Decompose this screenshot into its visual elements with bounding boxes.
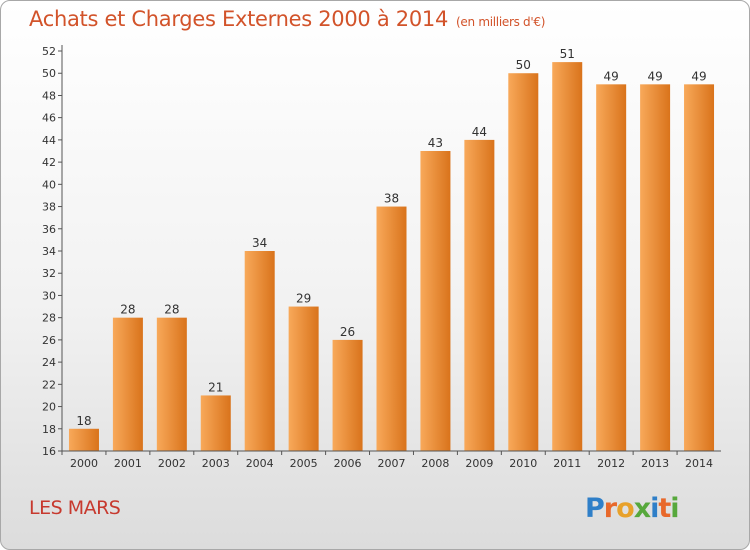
y-tick-label: 30 [42,289,56,302]
y-tick-label: 44 [42,134,56,147]
chart-title-text: Achats et Charges Externes 2000 à 2014 [29,7,449,31]
x-tick-label-2003: 2003 [202,457,230,470]
bar-2007 [376,206,407,451]
bars-layer: 18 28 28 21 34 29 26 38 43 44 50 51 49 49 49 [68,47,715,451]
value-label-2004: 34 [252,236,267,250]
y-tick-label: 38 [42,201,56,214]
x-tick-label-2012: 2012 [597,457,625,470]
y-tick-label: 40 [42,178,56,191]
bar-2002 [156,317,187,451]
y-tick-label: 46 [42,112,56,125]
axis-layer: 16 18 20 22 24 26 28 30 32 34 36 38 40 42 44 46 48 50 52 20… [42,45,721,470]
value-label-2001: 28 [120,303,135,317]
x-tick-label-2008: 2008 [421,457,449,470]
proxiti-logo: Proxiti [585,493,680,524]
y-tick-label: 24 [42,356,56,369]
bar-2000 [68,428,99,451]
y-tick-label: 20 [42,401,56,414]
y-tick-label: 50 [42,67,56,80]
bar-2005 [288,306,319,451]
value-label-2012: 49 [604,69,619,83]
x-tick-label-2005: 2005 [290,457,318,470]
bar-2008 [420,151,451,451]
y-tick-label: 26 [42,334,56,347]
y-tick-label: 18 [42,423,56,436]
x-tick-label-2000: 2000 [70,457,98,470]
commune-name: LES MARS [29,497,121,519]
y-tick-label: 48 [42,89,56,102]
svg-text:Proxiti: Proxiti [585,493,679,524]
value-label-2013: 49 [647,69,662,83]
value-label-2009: 44 [472,125,487,139]
bar-2010 [508,73,539,451]
bar-2013 [640,84,671,451]
y-tick-label: 42 [42,156,56,169]
x-tick-label-2014: 2014 [685,457,713,470]
x-tick-label-2010: 2010 [509,457,537,470]
bar-2004 [244,251,275,451]
value-label-2006: 26 [340,325,355,339]
value-label-2010: 50 [516,58,531,72]
y-tick-label: 28 [42,312,56,325]
x-tick-label-2002: 2002 [158,457,186,470]
value-label-2014: 49 [691,69,706,83]
chart-unit: (en milliers d'€) [456,15,546,29]
bar-2011 [552,62,583,451]
x-tick-label-2004: 2004 [246,457,274,470]
value-label-2007: 38 [384,192,399,206]
x-tick-label-2006: 2006 [334,457,362,470]
bar-2001 [112,317,143,451]
y-tick-label: 16 [42,445,56,458]
x-tick-label-2007: 2007 [378,457,406,470]
value-label-2000: 18 [76,414,91,428]
x-tick-label-2009: 2009 [465,457,493,470]
bar-2003 [200,395,231,451]
value-label-2002: 28 [164,303,179,317]
y-tick-label: 52 [42,45,56,58]
y-tick-label: 36 [42,223,56,236]
y-tick-label: 34 [42,245,56,258]
x-tick-label-2013: 2013 [641,457,669,470]
y-tick-label: 22 [42,378,56,391]
y-tick-label: 32 [42,267,56,280]
value-label-2011: 51 [560,47,575,61]
bar-2009 [464,139,495,451]
bar-2014 [684,84,715,451]
value-label-2008: 43 [428,136,443,150]
chart-title: Achats et Charges Externes 2000 à 2014 (e… [29,7,545,31]
bar-2006 [332,339,363,451]
x-tick-label-2001: 2001 [114,457,142,470]
x-tick-label-2011: 2011 [553,457,581,470]
value-label-2005: 29 [296,292,311,306]
value-label-2003: 21 [208,380,223,394]
bar-2012 [596,84,627,451]
